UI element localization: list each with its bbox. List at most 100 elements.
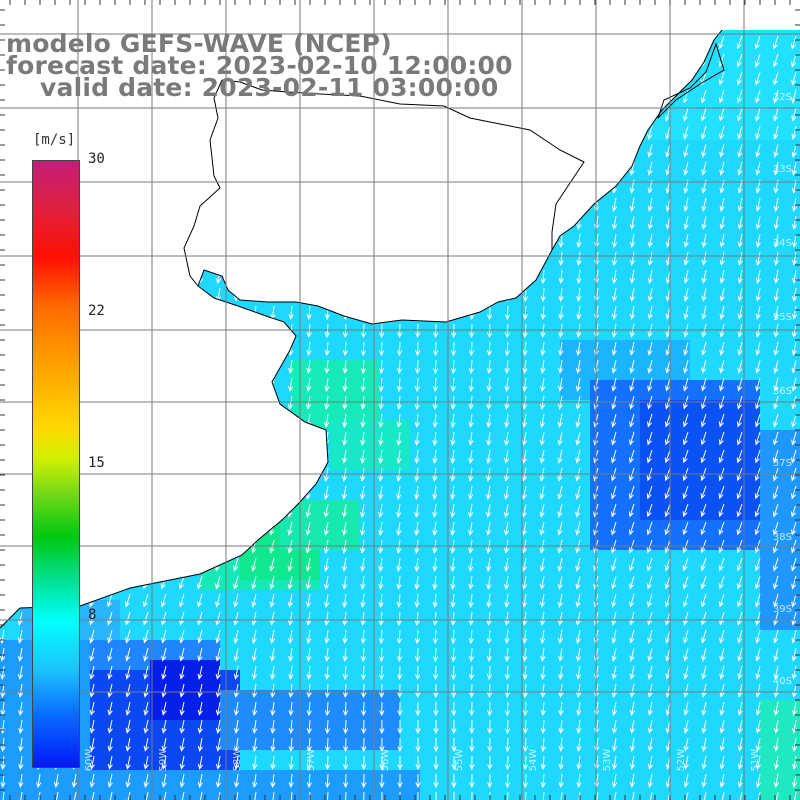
wind-arrow [521, 521, 527, 536]
wind-arrow [575, 593, 581, 608]
wind-arrow [647, 305, 653, 320]
wind-arrow [755, 125, 761, 140]
wind-arrow [522, 377, 528, 393]
wind-arrow [701, 161, 707, 176]
wind-arrow [791, 215, 798, 230]
wind-arrow [468, 413, 474, 429]
wind-arrow [612, 233, 618, 248]
wind-arrow [287, 557, 293, 572]
wind-arrow [468, 521, 474, 536]
wind-arrow [288, 773, 294, 789]
wind-arrow [124, 593, 131, 608]
wind-arrow [451, 755, 457, 771]
wind-arrow [522, 647, 528, 663]
wind-arrow [629, 755, 636, 770]
wind-arrow [396, 359, 403, 375]
wind-arrow [629, 665, 635, 680]
wind-arrow [576, 737, 582, 753]
wind-arrow [522, 629, 528, 645]
wind-arrow [737, 269, 743, 284]
wind-arrow [361, 755, 367, 771]
wind-arrow [736, 35, 743, 50]
wind-arrow [504, 341, 510, 357]
wind-arrow [342, 377, 348, 393]
wind-arrow [791, 431, 797, 446]
wind-arrow [755, 413, 761, 428]
wind-arrow [485, 503, 492, 518]
wind-arrow [360, 557, 366, 573]
wind-arrow [89, 755, 95, 770]
wind-arrow [701, 305, 707, 320]
wind-arrow [612, 269, 618, 284]
wind-arrow [342, 449, 348, 464]
wind-arrow [234, 755, 240, 770]
wind-arrow [234, 719, 240, 734]
wind-arrow [306, 629, 312, 645]
wind-arrow [378, 503, 384, 519]
wind-arrow [450, 377, 456, 393]
wind-arrow [701, 791, 707, 800]
wind-arrow [628, 485, 635, 500]
wind-arrow [143, 665, 149, 680]
wind-arrow [486, 611, 492, 627]
wind-arrow [396, 611, 402, 627]
wind-arrow [647, 143, 653, 158]
wind-arrow [341, 521, 348, 536]
wind-arrow [629, 161, 635, 176]
wind-arrow [414, 431, 420, 447]
wind-arrow [647, 593, 653, 608]
wind-arrow [468, 377, 474, 393]
longitude-label: 51W [750, 749, 761, 772]
wind-arrow [323, 503, 329, 518]
wind-arrow [450, 413, 456, 429]
wind-arrow [540, 791, 546, 800]
wind-arrow [18, 791, 24, 800]
wind-arrow [433, 738, 439, 753]
wind-arrow [378, 665, 385, 681]
wind-arrow [557, 431, 563, 446]
wind-arrow [306, 377, 312, 393]
wind-arrow [682, 593, 689, 608]
wind-arrow [342, 593, 348, 609]
wind-arrow [683, 629, 689, 644]
wind-arrow [468, 503, 474, 518]
wind-arrow [647, 755, 653, 770]
wind-arrow [143, 773, 149, 788]
wind-arrow [647, 197, 653, 212]
wind-arrow [378, 521, 384, 537]
wind-arrow [719, 233, 725, 248]
wind-arrow [324, 611, 330, 627]
wind-arrow [791, 89, 797, 104]
wind-arrow [89, 773, 95, 788]
wind-arrow [558, 773, 564, 789]
wind-arrow [773, 341, 779, 356]
wind-arrow [378, 341, 385, 357]
wind-arrow [415, 665, 421, 681]
wind-arrow [773, 611, 779, 626]
wind-arrow [773, 287, 779, 302]
wind-arrow [215, 593, 221, 608]
wind-arrow [646, 431, 653, 446]
wind-arrow [773, 683, 779, 698]
wind-arrow [773, 629, 779, 644]
wind-arrow [611, 197, 618, 212]
wind-arrow [773, 773, 780, 788]
wind-arrow [754, 35, 761, 50]
wind-arrow [629, 611, 635, 626]
wind-arrow [683, 269, 689, 284]
wind-arrow [718, 71, 725, 86]
wind-arrow [414, 629, 421, 645]
wind-arrow [629, 737, 636, 752]
wind-arrow [647, 737, 653, 752]
wind-arrow [396, 629, 403, 645]
wind-arrow [161, 791, 167, 800]
wind-arrow [450, 359, 457, 375]
wind-arrow [342, 611, 348, 627]
wind-arrow [540, 647, 546, 663]
wind-arrow [197, 737, 203, 752]
wind-arrow [486, 557, 492, 573]
wind-arrow [415, 791, 421, 800]
wind-arrow [773, 575, 779, 590]
wind-arrow [792, 233, 798, 248]
wind-arrow [629, 359, 635, 374]
